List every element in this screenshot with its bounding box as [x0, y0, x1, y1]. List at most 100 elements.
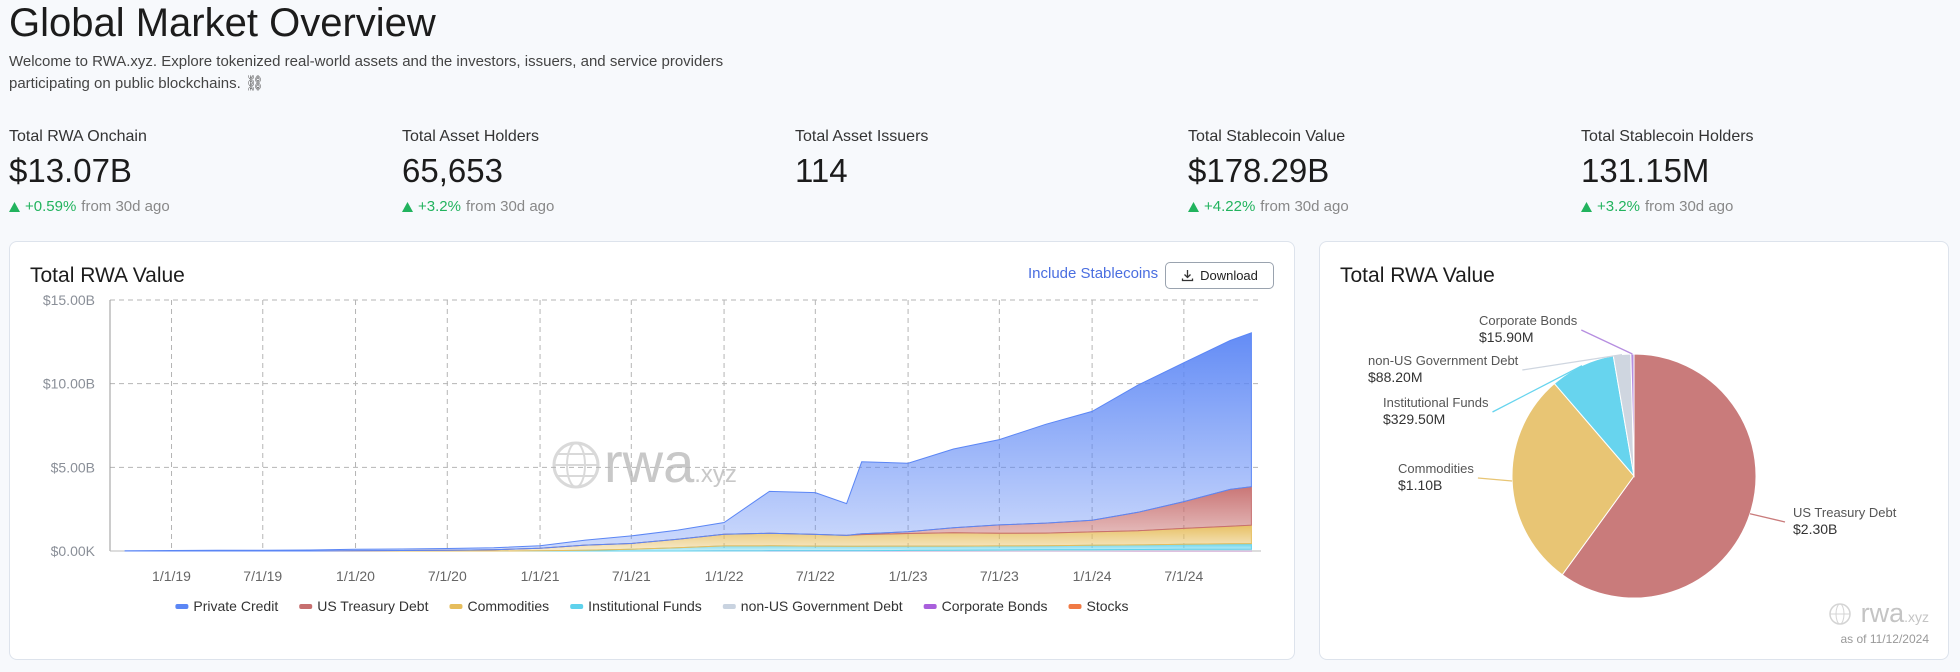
stat-label: Total Asset Issuers: [795, 128, 929, 145]
stat-card: Total Asset Issuers 114: [795, 128, 928, 190]
up-arrow-icon: [9, 201, 20, 212]
legend-label: Private Credit: [193, 598, 278, 614]
up-arrow: [1581, 201, 1592, 212]
pie-label-value: $1.10B: [1398, 477, 1442, 493]
x-tick-label: 7/1/24: [1164, 568, 1203, 584]
stat-change-row: +3.2% from 30d ago: [402, 198, 554, 215]
stat-note: from 30d ago: [1644, 198, 1734, 215]
legend: Private Credit US Treasury Debt Commoditie…: [175, 598, 1129, 614]
stat-card: Total Stablecoin Value $178.29B +4.22% from…: [1188, 128, 1349, 215]
stat-change: +0.59%: [25, 198, 77, 215]
download-button[interactable]: Download: [1165, 262, 1274, 289]
stat-value: $13.07B: [9, 152, 132, 189]
stat-label: Total Stablecoin Holders: [1581, 128, 1754, 145]
page-subtitle: Welcome to RWA.xyz. Explore tokenized re…: [9, 53, 724, 92]
up-arrow: [402, 201, 413, 212]
stat-change-row: +4.22% from 30d ago: [1188, 198, 1349, 215]
legend-label: Commodities: [467, 598, 549, 614]
legend-swatch: [722, 604, 736, 609]
stat-value: 65,653: [402, 152, 503, 189]
x-tick-label: 1/1/22: [705, 568, 744, 584]
pie-leader: [1522, 353, 1623, 371]
stat-change: +4.22%: [1204, 198, 1256, 215]
up-arrow-icon: [1188, 201, 1199, 212]
pie-label-name: Commodities: [1398, 461, 1474, 476]
x-tick-label: 7/1/21: [612, 568, 651, 584]
stat-note: from 30d ago: [81, 198, 170, 215]
pie-label-value: $88.20M: [1368, 369, 1422, 385]
pie-label-name: Institutional Funds: [1383, 395, 1489, 410]
pie-slice: [1630, 353, 1635, 477]
stat-change: +3.2%: [418, 198, 461, 215]
legend-label: Stocks: [1087, 598, 1129, 614]
x-tick-label: 7/1/20: [428, 568, 467, 584]
watermark-text: rwa.xyz: [604, 431, 737, 494]
legend-label: Corporate Bonds: [942, 598, 1048, 614]
stat-label: Total RWA Onchain: [9, 128, 147, 145]
x-tick-label: 1/1/24: [1073, 568, 1112, 584]
up-arrow: [1188, 201, 1199, 212]
chart-title: Total RWA Value: [30, 264, 185, 287]
pie-label-value: $2.30B: [1793, 521, 1837, 537]
pie-leader: [1492, 365, 1583, 413]
watermark-suffix: .xyz: [694, 461, 737, 488]
pie-label-name: non-US Government Debt: [1368, 353, 1519, 368]
pie-slice: [1511, 382, 1635, 576]
pie-leader: [1477, 477, 1513, 482]
x-tick-label: 1/1/23: [889, 568, 928, 584]
pie-label-value: $15.90M: [1479, 329, 1533, 345]
watermark-main: rwa: [604, 431, 695, 494]
legend-swatch: [299, 604, 313, 609]
up-arrow-icon: [402, 201, 413, 212]
legend-label: non-US Government Debt: [741, 598, 903, 614]
legend-swatch: [923, 604, 937, 609]
page-title: Global Market Overview: [9, 1, 436, 45]
stat-card: Total RWA Onchain $13.07B +0.59% from 30d a…: [9, 128, 170, 215]
up-arrow: [9, 201, 20, 212]
watermark: [552, 441, 600, 489]
x-tick-label: 1/1/20: [336, 568, 375, 584]
legend-swatch: [449, 604, 463, 609]
stat-label: Total Asset Holders: [402, 128, 539, 145]
area-series: [124, 332, 1252, 552]
up-arrow-icon: [1581, 201, 1592, 212]
stat-note: from 30d ago: [465, 198, 555, 215]
y-tick-label: $10.00B: [43, 376, 95, 392]
stat-change-row: +3.2% from 30d ago: [1581, 198, 1754, 215]
y-tick-label: $0.00K: [51, 543, 96, 559]
stat-change: +3.2%: [1597, 198, 1640, 215]
legend-swatch: [570, 604, 584, 609]
stat-card: Total Asset Holders 65,653 +3.2% from 30d a…: [402, 128, 554, 215]
legend-swatch: [175, 604, 189, 609]
pie-label-name: Corporate Bonds: [1479, 313, 1578, 328]
x-tick-label: 1/1/19: [152, 568, 191, 584]
pie-watermark-icon: [1829, 603, 1851, 625]
pie-watermark: rwa.xyz: [1861, 598, 1929, 628]
download-label: Download: [1200, 268, 1258, 283]
stat-label: Total Stablecoin Value: [1188, 128, 1346, 145]
stat-card: Total Stablecoin Holders 131.15M +3.2% from…: [1581, 128, 1754, 215]
pie-note: as of 11/12/2024: [1840, 632, 1929, 646]
legend-swatch: [1068, 604, 1082, 609]
stat-value: 131.15M: [1581, 152, 1710, 189]
pie-label-value: $329.50M: [1383, 411, 1445, 427]
chart-title: Total RWA Value: [1340, 264, 1495, 287]
legend-label: Institutional Funds: [588, 598, 702, 614]
y-tick-label: $15.00B: [43, 292, 95, 308]
stat-value: 114: [795, 152, 848, 189]
stat-note: from 30d ago: [1260, 198, 1349, 215]
pie-leader: [1749, 513, 1786, 523]
watermark-main: rwa: [1861, 598, 1905, 628]
x-tick-label: 1/1/21: [521, 568, 560, 584]
pie-label-name: US Treasury Debt: [1793, 505, 1897, 520]
include-stablecoins-toggle[interactable]: Include Stablecoins: [1028, 265, 1159, 282]
legend-label: US Treasury Debt: [317, 598, 428, 614]
x-tick-label: 7/1/22: [796, 568, 835, 584]
stat-value: $178.29B: [1188, 152, 1330, 189]
stat-change-row: +0.59% from 30d ago: [9, 198, 170, 215]
x-tick-label: 7/1/19: [243, 568, 282, 584]
watermark-suffix: .xyz: [1904, 609, 1929, 625]
x-tick-label: 7/1/23: [980, 568, 1019, 584]
